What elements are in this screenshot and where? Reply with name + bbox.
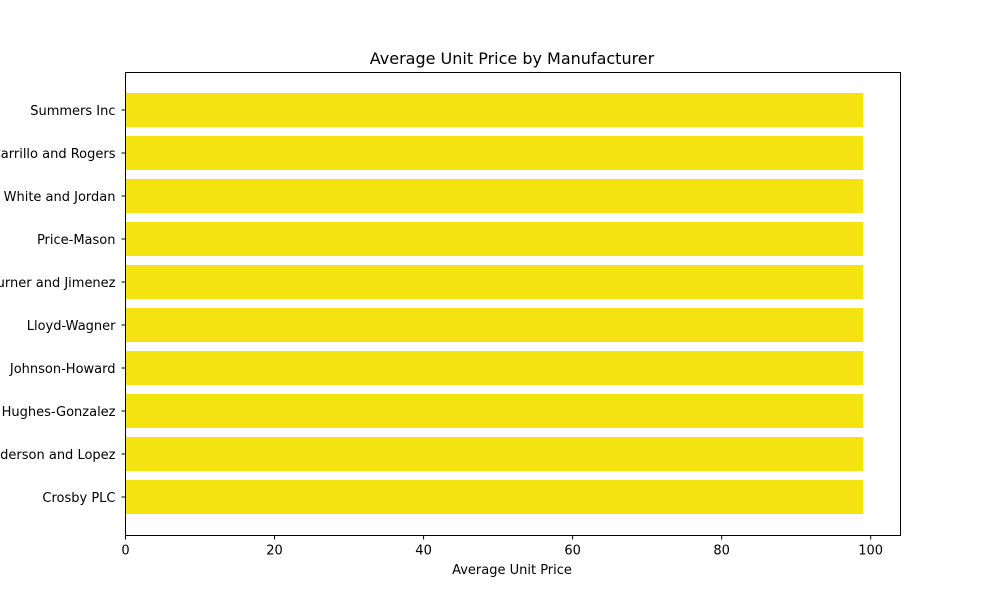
bar-6 xyxy=(125,351,864,385)
chart-title: Average Unit Price by Manufacturer xyxy=(370,49,655,68)
y-tick-label: Johnson-Howard xyxy=(9,362,116,377)
x-tick-label: 40 xyxy=(415,544,432,559)
plot-frame xyxy=(125,72,901,536)
bar-1 xyxy=(125,136,864,170)
y-tick-label: Anderson and Lopez xyxy=(0,448,116,463)
x-ticks: 0 20 40 60 80 100 xyxy=(121,535,883,559)
x-tick-label: 0 xyxy=(121,544,129,559)
x-tick-label: 20 xyxy=(266,544,283,559)
x-axis-label: Average Unit Price xyxy=(452,563,572,578)
y-tick-label: Lloyd-Wagner xyxy=(27,319,116,334)
y-tick-label: Turner and Jimenez xyxy=(0,276,116,291)
bar-4 xyxy=(125,265,864,299)
bar-group xyxy=(125,93,864,514)
bar-9 xyxy=(125,480,864,514)
y-tick-label: Price-Mason xyxy=(37,233,116,248)
y-tick-label: Hughes-Gonzalez xyxy=(2,405,116,420)
y-tick-label: Crosby PLC xyxy=(42,491,115,506)
bar-8 xyxy=(125,437,864,471)
y-tick-label: Summers Inc xyxy=(30,104,115,119)
x-tick-label: 60 xyxy=(564,544,581,559)
bar-5 xyxy=(125,308,864,342)
x-tick-label: 80 xyxy=(713,544,730,559)
bar-3 xyxy=(125,222,864,256)
x-tick-label: 100 xyxy=(858,544,883,559)
bar-7 xyxy=(125,394,864,428)
bar-0 xyxy=(125,93,864,127)
bar-2 xyxy=(125,179,864,213)
y-tick-labels: Summers Inc Carrillo and Rogers White and … xyxy=(0,104,126,506)
y-tick-label: Carrillo and Rogers xyxy=(0,147,116,162)
y-tick-label: White and Jordan xyxy=(4,190,116,205)
